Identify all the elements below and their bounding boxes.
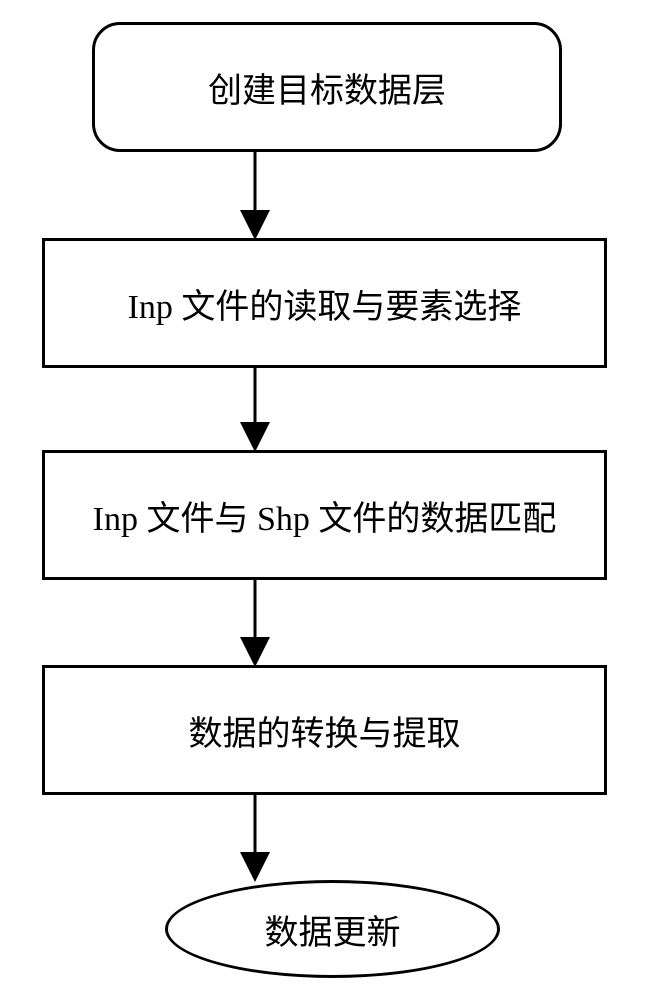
node-inp-shp-match: Inp 文件与 Shp 文件的数据匹配 [42, 450, 607, 580]
node-convert-extract: 数据的转换与提取 [42, 665, 607, 795]
node-label: Inp 文件的读取与要素选择 [128, 279, 522, 328]
node-inp-read-select: Inp 文件的读取与要素选择 [42, 238, 607, 368]
node-label: 数据的转换与提取 [189, 706, 461, 755]
node-label: 创建目标数据层 [208, 63, 446, 112]
node-label: 数据更新 [265, 905, 401, 954]
node-data-update: 数据更新 [165, 880, 500, 978]
node-create-target-layer: 创建目标数据层 [92, 22, 562, 152]
node-label: Inp 文件与 Shp 文件的数据匹配 [93, 491, 557, 540]
flowchart-canvas: 创建目标数据层 Inp 文件的读取与要素选择 Inp 文件与 Shp 文件的数据… [0, 0, 664, 1000]
